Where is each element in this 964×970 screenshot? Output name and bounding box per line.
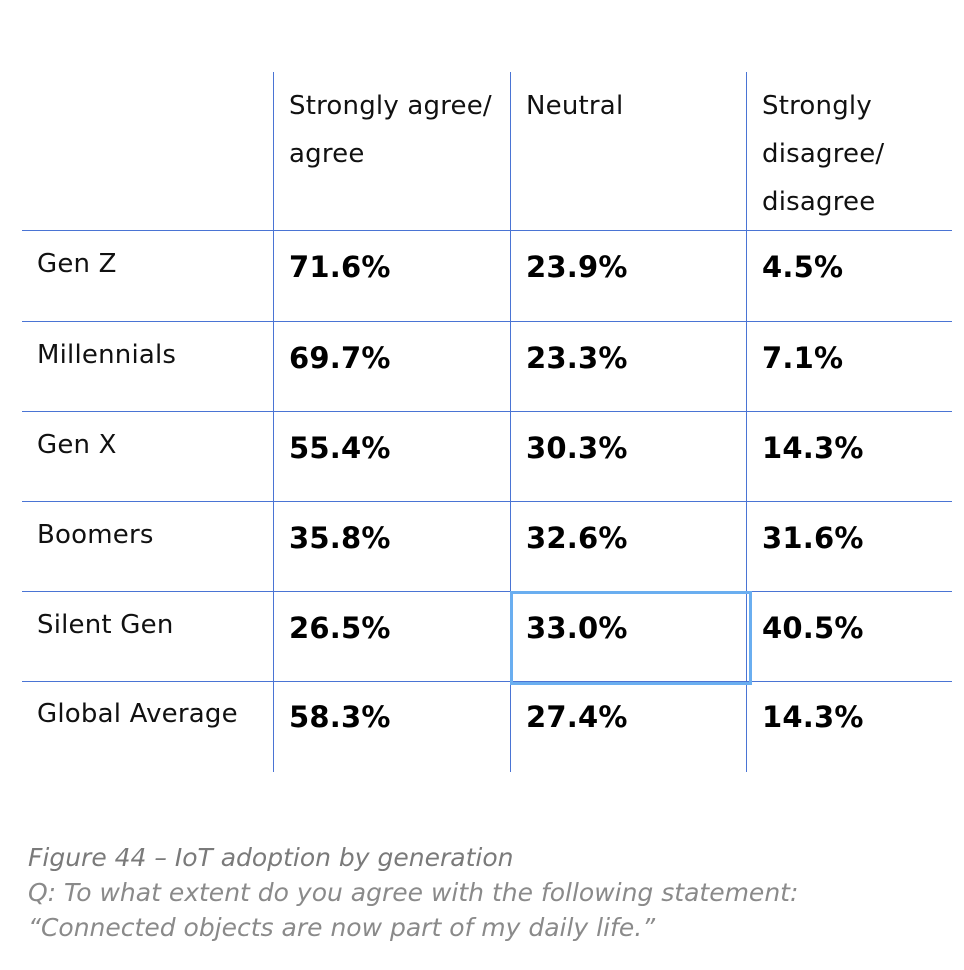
row-label-gen-z: Gen Z bbox=[37, 249, 117, 279]
header-agree-line-2: agree bbox=[289, 139, 365, 169]
header-disagree-line-3: disagree bbox=[762, 187, 876, 217]
grid-line-horizontal-6 bbox=[22, 681, 952, 682]
row-label-boomers: Boomers bbox=[37, 520, 154, 550]
cell-millennials-disagree: 7.1% bbox=[762, 341, 844, 375]
cell-silent-gen-disagree: 40.5% bbox=[762, 611, 864, 645]
cell-gen-z-agree: 71.6% bbox=[289, 250, 391, 284]
header-disagree-line-1: Strongly bbox=[762, 91, 872, 121]
header-disagree-line-2: disagree/ bbox=[762, 139, 885, 169]
header-neutral-line-1: Neutral bbox=[526, 91, 624, 121]
grid-line-horizontal-5 bbox=[22, 591, 952, 592]
cell-millennials-agree: 69.7% bbox=[289, 341, 391, 375]
cell-gen-x-disagree: 14.3% bbox=[762, 431, 864, 465]
grid-line-horizontal-2 bbox=[22, 321, 952, 322]
row-label-global-average: Global Average bbox=[37, 699, 238, 729]
header-disagree: Strongly disagree/ disagree bbox=[762, 82, 952, 226]
cell-gen-x-agree: 55.4% bbox=[289, 431, 391, 465]
cell-gen-z-neutral: 23.9% bbox=[526, 250, 628, 284]
cell-gen-z-disagree: 4.5% bbox=[762, 250, 844, 284]
grid-line-horizontal-4 bbox=[22, 501, 952, 502]
figure-caption: Figure 44 – IoT adoption by generation Q… bbox=[28, 840, 948, 945]
cell-global-average-agree: 58.3% bbox=[289, 700, 391, 734]
cell-silent-gen-neutral[interactable]: 33.0% bbox=[526, 611, 628, 645]
cell-boomers-disagree: 31.6% bbox=[762, 521, 864, 555]
grid-line-vertical-1 bbox=[273, 72, 274, 772]
cell-silent-gen-agree: 26.5% bbox=[289, 611, 391, 645]
cell-boomers-agree: 35.8% bbox=[289, 521, 391, 555]
figure-statement: “Connected objects are now part of my da… bbox=[28, 913, 656, 942]
cell-global-average-disagree: 14.3% bbox=[762, 700, 864, 734]
cell-global-average-neutral: 27.4% bbox=[526, 700, 628, 734]
figure-question: Q: To what extent do you agree with the … bbox=[28, 878, 799, 907]
survey-table: Strongly agree/ agree Neutral Strongly d… bbox=[22, 72, 952, 772]
row-label-millennials: Millennials bbox=[37, 340, 177, 370]
header-agree: Strongly agree/ agree bbox=[289, 82, 509, 178]
cell-gen-x-neutral: 30.3% bbox=[526, 431, 628, 465]
grid-line-horizontal-1 bbox=[22, 230, 952, 231]
grid-line-vertical-2 bbox=[510, 72, 511, 772]
header-neutral: Neutral bbox=[526, 82, 746, 130]
cell-millennials-neutral: 23.3% bbox=[526, 341, 628, 375]
figure-title: Figure 44 – IoT adoption by generation bbox=[28, 843, 514, 872]
row-label-gen-x: Gen X bbox=[37, 430, 117, 460]
selected-cell-highlight bbox=[510, 591, 752, 685]
header-agree-line-1: Strongly agree/ bbox=[289, 91, 492, 121]
row-label-silent-gen: Silent Gen bbox=[37, 610, 174, 640]
grid-line-horizontal-3 bbox=[22, 411, 952, 412]
grid-line-vertical-3 bbox=[746, 72, 747, 772]
cell-boomers-neutral: 32.6% bbox=[526, 521, 628, 555]
